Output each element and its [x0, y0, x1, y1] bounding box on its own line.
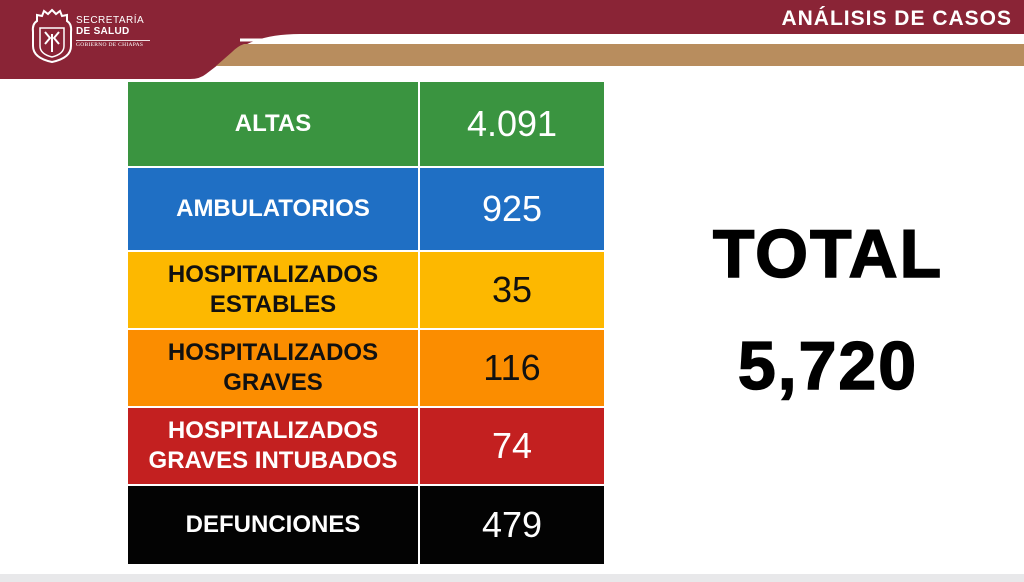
defunciones-label: DEFUNCIONES	[126, 484, 420, 566]
hospitalizados-graves-label-line1: HOSPITALIZADOS	[167, 339, 379, 366]
altas-label: ALTAS	[126, 80, 420, 168]
secretaria-salud-logo: SECRETARÍA DE SALUD GOBIERNO DE CHIAPAS	[30, 8, 190, 64]
ambulatorios-value: 925	[418, 166, 606, 252]
altas-label-text: ALTAS	[234, 110, 312, 137]
chiapas-seal-icon	[31, 8, 73, 64]
bottom-edge	[0, 574, 1024, 582]
logo-line1: SECRETARÍA	[76, 15, 145, 26]
table-row-defunciones: DEFUNCIONES 479	[126, 484, 606, 566]
logo-line2: DE SALUD	[76, 26, 130, 37]
graves-intubados-label-line1: HOSPITALIZADOS	[167, 417, 379, 444]
ambulatorios-label: AMBULATORIOS	[126, 166, 420, 252]
total-label: TOTAL	[712, 216, 944, 292]
page-title: ANÁLISIS DE CASOS	[781, 7, 1012, 30]
hospitalizados-estables-label-line2: ESTABLES	[209, 291, 337, 318]
graves-intubados-value: 74	[418, 406, 606, 486]
altas-value: 4.091	[418, 80, 606, 168]
hospitalizados-graves-label-line2: GRAVES	[223, 369, 323, 396]
case-stats-table: ALTAS 4.091 AMBULATORIOS 925 HOSPITALIZA…	[126, 80, 606, 566]
total-value: 5,720	[737, 328, 919, 404]
header-maroon-shape	[0, 0, 1024, 79]
header-band	[0, 0, 1024, 79]
hospitalizados-estables-value: 35	[418, 250, 606, 330]
table-row-hospitalizados-estables: HOSPITALIZADOS ESTABLES 35	[126, 250, 606, 330]
hospitalizados-graves-value: 116	[418, 328, 606, 408]
table-row-ambulatorios: AMBULATORIOS 925	[126, 166, 606, 252]
graves-intubados-label: HOSPITALIZADOS GRAVES INTUBADOS	[126, 406, 420, 486]
table-row-altas: ALTAS 4.091	[126, 80, 606, 168]
table-row-hospitalizados-graves: HOSPITALIZADOS GRAVES 116	[126, 328, 606, 408]
defunciones-value: 479	[418, 484, 606, 566]
logo-line3: GOBIERNO DE CHIAPAS	[76, 42, 144, 48]
defunciones-label-text: DEFUNCIONES	[185, 511, 361, 538]
hospitalizados-graves-label: HOSPITALIZADOS GRAVES	[126, 328, 420, 408]
header-gold-stripe	[216, 44, 1024, 66]
hospitalizados-estables-label-line1: HOSPITALIZADOS	[167, 261, 379, 288]
ambulatorios-label-text: AMBULATORIOS	[176, 195, 370, 222]
hospitalizados-estables-label: HOSPITALIZADOS ESTABLES	[126, 250, 420, 330]
logo-divider	[76, 40, 150, 41]
graves-intubados-label-line2: GRAVES INTUBADOS	[148, 447, 398, 474]
table-row-graves-intubados: HOSPITALIZADOS GRAVES INTUBADOS 74	[126, 406, 606, 486]
logo-text: SECRETARÍA DE SALUD GOBIERNO DE CHIAPAS	[76, 16, 150, 49]
